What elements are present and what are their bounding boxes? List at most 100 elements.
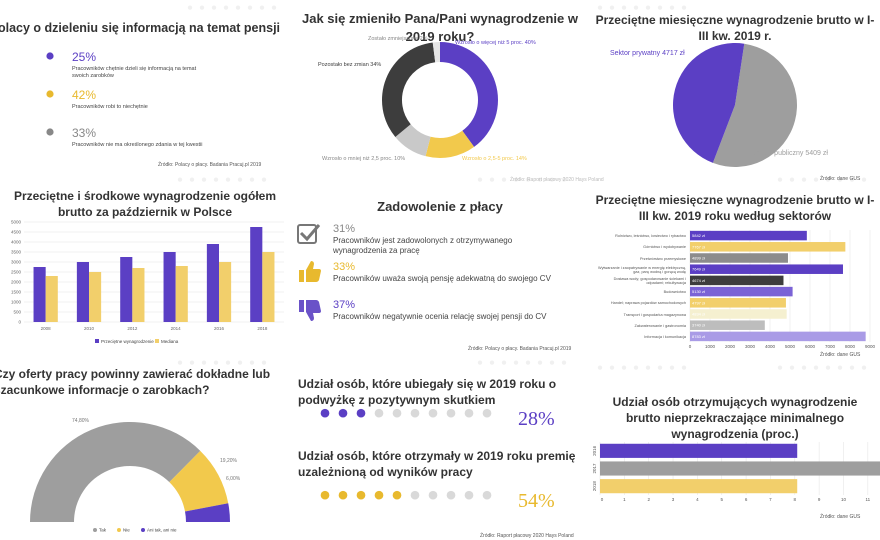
person-icon [249,177,255,182]
bar [33,267,46,322]
person-icon [356,408,366,418]
person-icon [189,177,195,182]
x-tick-label: 7000 [825,344,836,349]
y-tick-label: Przetwórstwo przemysłowe [640,256,686,261]
y-tick-label: 2017 [592,463,597,474]
value-label: 74,80% [72,418,90,424]
donut-slice [425,130,475,158]
x-tick-label: 1000 [705,344,716,349]
person-icon [621,5,627,10]
bar [76,262,89,322]
person-icon [789,365,795,370]
chart-title: Jak się zmieniło Pana/Pani wynagrodzenie… [302,11,578,44]
bar [262,252,275,322]
person-icon [609,365,615,370]
person-icon [513,360,519,365]
person-icon [189,360,195,365]
bar [89,272,102,322]
source: Źródło: dane GUS [820,514,861,520]
person-icon [597,5,603,10]
person-icon [609,5,615,10]
person-icon [271,5,277,10]
person-icon [861,365,867,370]
slice-value: 34% [370,62,382,68]
x-tick-label: 3 [672,497,675,502]
x-tick-label: 7 [769,497,772,502]
percent: 33% [333,261,356,273]
bar [690,331,866,342]
description: Pracowników uważa swoją pensję adekwatną… [333,274,551,283]
bar [690,298,786,308]
person-icon [320,490,330,500]
person-icon [669,365,675,370]
slice-name: Wzrosło o 2,5-5 proc. [462,156,515,162]
chart-title: Czy oferty pracy powinny zawierać dokład… [0,367,271,398]
person-icon [211,5,217,10]
person-icon [561,177,567,182]
value-label: 6,00% [226,476,241,482]
person-icon [261,360,267,365]
y-tick-label: Budownictwo [663,290,686,295]
person-icon [549,360,555,365]
percent: 42% [72,88,97,102]
x-tick-label: 2000 [725,344,736,349]
y-tick-label: 5000 [11,220,22,225]
bar [206,244,219,322]
y-tick-label: 2016 [592,445,597,456]
person-icon [225,177,231,182]
x-tick-label: 3000 [745,344,756,349]
person-icon [374,490,384,500]
person-icon [513,177,519,182]
bar [600,443,798,458]
person-icon [213,177,219,182]
percent: 28% [518,408,555,430]
person-icon [525,177,531,182]
value-label: 4899 zł [692,256,705,261]
person-icon [446,490,456,500]
chart-title: Przeciętne miesięczne wynagrodzenie brut… [595,13,875,44]
person-icon [681,365,687,370]
person-icon [789,177,795,182]
person-icon [777,177,783,182]
panel-title: Zadowolenie z płacy [377,199,503,214]
person-icon [46,90,54,98]
person-icon [201,177,207,182]
person-icon [237,360,243,365]
x-tick-label: 6 [745,497,748,502]
person-icon [537,177,543,182]
x-tick-label: 10 [841,497,847,502]
y-tick-label: 2000 [11,280,22,285]
person-icon [482,490,492,500]
percent: 31% [333,223,356,235]
slice-name: Wzrosło o więcej niż 5 proc. [455,40,524,46]
person-icon [501,360,507,365]
slice-name: Pozostało bez zmian [318,62,369,68]
bar [690,275,784,286]
person-icon [199,5,205,10]
bar [45,276,58,322]
legend-label: Ani tak, ani nie [147,528,177,533]
x-tick-label: 2008 [41,326,52,331]
legend-swatch [155,339,159,343]
person-icon [633,365,639,370]
y-tick-label: 4500 [11,230,22,235]
legend-label: Mediana [161,339,179,344]
slice-label: Wzrosło o więcej niż 5 proc. 40% [455,40,536,46]
slice-label: Wzrosło o mniej niż 2,5 proc. 10% [322,156,405,162]
y-tick-label: 4000 [11,240,22,245]
person-icon [428,408,438,418]
percent: 33% [72,126,97,140]
panel-title: olacy o dzieleniu się informacją na tema… [0,21,281,35]
x-tick-label: 9 [818,497,821,502]
bar [250,227,263,322]
legend-swatch [95,339,99,343]
y-tick-label: Transport i gospodarka magazynowa [623,312,686,317]
value-label: 8783 zł [692,334,705,339]
slice-value: 4717 zł [662,50,685,57]
bar [690,264,843,274]
legend-swatch [117,528,121,532]
person-icon [356,490,366,500]
x-tick-label: 8 [794,497,797,502]
y-tick-label: Wytwarzanie i zaopatrywanie w energię el… [598,265,686,274]
